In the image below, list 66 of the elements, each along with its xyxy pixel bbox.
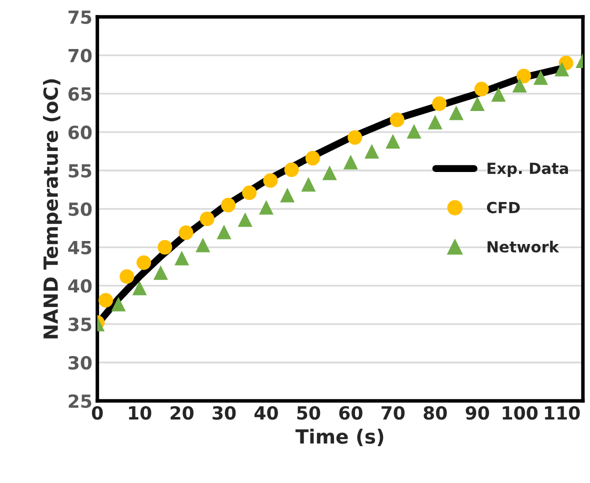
point [153, 265, 168, 280]
point [98, 293, 114, 308]
y-tick-label: 40 [68, 279, 92, 293]
y-tick-label: 75 [68, 10, 92, 24]
y-tick-label: 70 [68, 48, 92, 62]
point [386, 134, 400, 149]
y-tick-label: 45 [68, 240, 92, 254]
point [348, 130, 362, 145]
point [343, 154, 358, 170]
point [491, 87, 506, 102]
point [322, 166, 337, 180]
y-tick-label: 60 [68, 126, 92, 140]
y-axis-title: NAND Temperature (oC) [43, 79, 62, 338]
point [554, 62, 570, 76]
legend-label: CFD [486, 202, 520, 214]
point [196, 238, 210, 252]
y-tick-label: 30 [68, 356, 92, 370]
point [132, 280, 147, 296]
point [238, 212, 252, 227]
point [390, 112, 404, 128]
point [284, 162, 299, 178]
point [470, 96, 485, 111]
x-tick-label: 50 [297, 406, 320, 420]
point [111, 296, 126, 312]
legend-label: Exp. Data [488, 162, 568, 178]
y-tick-label: 35 [68, 318, 92, 332]
y-tick-label: 25 [68, 394, 92, 408]
y-tick-label: 50 [68, 202, 92, 216]
point [512, 78, 527, 93]
point [406, 124, 422, 139]
point [448, 106, 464, 120]
point [428, 114, 442, 130]
point [136, 255, 152, 270]
x-axis-title: Time (s) [295, 428, 384, 446]
x-tick-label: 40 [254, 406, 278, 420]
point [200, 212, 214, 226]
point [158, 240, 172, 255]
point [263, 173, 278, 188]
x-tick-label: 60 [339, 406, 362, 420]
point [516, 68, 532, 84]
x-tick-label: 0 [92, 406, 103, 420]
x-tick-label: 10 [129, 406, 152, 420]
point [364, 144, 380, 159]
legend-label: Network [488, 240, 560, 253]
point [220, 198, 236, 212]
point [216, 224, 232, 240]
point [474, 82, 489, 96]
point [120, 269, 134, 284]
x-tick-label: 110 [545, 406, 580, 420]
y-tick-label: 65 [68, 87, 92, 101]
point [301, 177, 316, 192]
x-tick-label: 30 [212, 406, 236, 420]
point [174, 250, 190, 266]
x-tick-label: 20 [170, 406, 194, 420]
point [258, 200, 274, 215]
x-tick-label: 70 [382, 406, 405, 420]
y-tick-label: 55 [68, 164, 92, 178]
point [280, 188, 295, 202]
point [533, 70, 548, 85]
point [432, 96, 447, 111]
x-tick-label: 80 [424, 406, 447, 420]
x-tick-label: 100 [502, 406, 538, 420]
point [242, 185, 257, 200]
point [178, 225, 194, 240]
x-tick-label: 90 [466, 406, 490, 420]
point [305, 150, 320, 166]
